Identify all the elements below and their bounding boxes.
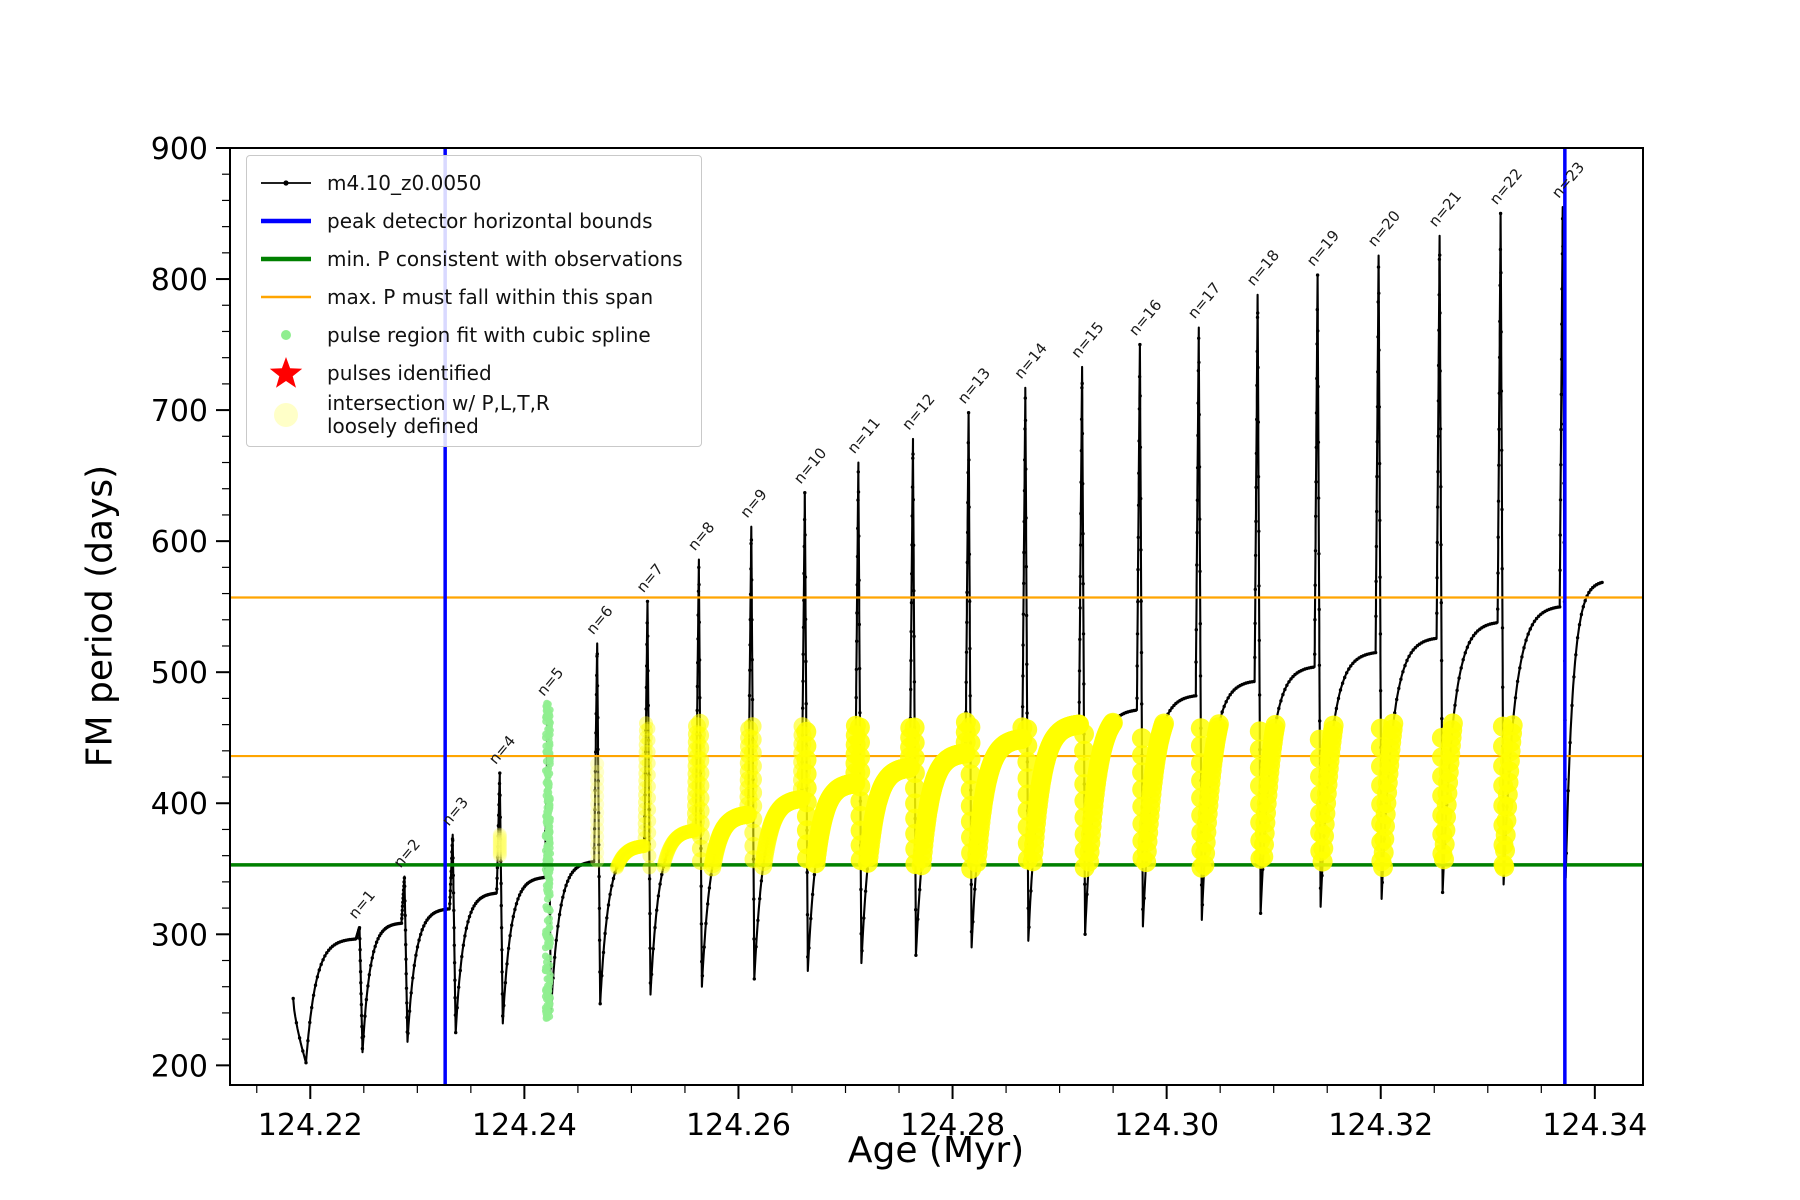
y-axis-label: FM period (days) bbox=[79, 464, 121, 768]
pulse-label: n=18 bbox=[1243, 246, 1283, 289]
y-tick-label: 500 bbox=[151, 656, 208, 691]
y-tick-label: 800 bbox=[151, 263, 208, 298]
y-tick-label: 200 bbox=[151, 1049, 208, 1084]
pulse-label: n=8 bbox=[684, 518, 718, 554]
legend-entry: m4.10_z0.0050 bbox=[257, 164, 683, 202]
legend-entry-label: pulses identified bbox=[327, 360, 492, 385]
legend-entry-label: pulse region fit with cubic spline bbox=[327, 322, 651, 347]
pulse-label: n=1 bbox=[345, 886, 379, 922]
legend-entry-label: peak detector horizontal bounds bbox=[327, 208, 653, 233]
x-tick-label: 124.32 bbox=[1328, 1108, 1433, 1143]
pulse-label: n=11 bbox=[844, 414, 884, 457]
intersection-dot-icon bbox=[257, 396, 315, 434]
legend-entry-label: intersection w/ P,L,T,R loosely defined bbox=[327, 391, 550, 438]
pulse-label: n=12 bbox=[898, 390, 938, 433]
legend-entry: min. P consistent with observations bbox=[257, 240, 683, 278]
pulse-label: n=7 bbox=[633, 560, 667, 596]
green-line-icon bbox=[257, 240, 315, 278]
x-tick-label: 124.24 bbox=[472, 1108, 577, 1143]
x-tick-label: 124.34 bbox=[1542, 1108, 1647, 1143]
pulse-label: n=4 bbox=[485, 732, 519, 768]
legend-entry: pulses identified bbox=[257, 354, 683, 392]
pulse-label: n=13 bbox=[954, 364, 994, 407]
horizontal-guide-lines bbox=[230, 596, 1643, 867]
pulse-label: n=5 bbox=[533, 664, 567, 700]
pulse-label: n=10 bbox=[790, 444, 830, 487]
x-tick-label: 124.22 bbox=[258, 1108, 363, 1143]
legend-entry-label: m4.10_z0.0050 bbox=[327, 170, 482, 195]
x-tick-label: 124.30 bbox=[1114, 1108, 1219, 1143]
pulse-label: n=21 bbox=[1425, 187, 1465, 230]
pulse-label: n=15 bbox=[1067, 318, 1107, 361]
legend-entry: intersection w/ P,L,T,R loosely defined bbox=[257, 392, 683, 438]
star-icon bbox=[257, 354, 315, 392]
spline-region-markers bbox=[541, 699, 555, 1022]
pulse-label: n=3 bbox=[438, 793, 472, 829]
legend-entry: max. P must fall within this span bbox=[257, 278, 683, 316]
legend-entry: peak detector horizontal bounds bbox=[257, 202, 683, 240]
x-tick-label: 124.28 bbox=[900, 1108, 1005, 1143]
pulse-label: n=16 bbox=[1125, 296, 1165, 339]
pulse-label: n=23 bbox=[1548, 158, 1588, 201]
pulse-label: n=14 bbox=[1011, 339, 1051, 382]
y-tick-label: 700 bbox=[151, 394, 208, 429]
legend-entry-label: max. P must fall within this span bbox=[327, 284, 654, 309]
x-axis-label: Age (Myr) bbox=[847, 1130, 1025, 1171]
legend-entry: pulse region fit with cubic spline bbox=[257, 316, 683, 354]
pulse-label: n=9 bbox=[737, 485, 771, 521]
pulse-label: n=20 bbox=[1364, 207, 1404, 250]
y-tick-label: 300 bbox=[151, 918, 208, 953]
intersection-markers bbox=[492, 712, 1523, 879]
spline-dot-icon bbox=[257, 316, 315, 354]
pulse-label: n=22 bbox=[1486, 165, 1526, 208]
pulse-label: n=19 bbox=[1303, 227, 1343, 270]
series-line-icon bbox=[257, 164, 315, 202]
y-tick-label: 600 bbox=[151, 525, 208, 560]
blue-line-icon bbox=[257, 202, 315, 240]
legend-entry-label: min. P consistent with observations bbox=[327, 246, 683, 271]
series-curve bbox=[291, 205, 1604, 1065]
pulse-label: n=6 bbox=[582, 602, 616, 638]
y-tick-label: 400 bbox=[151, 787, 208, 822]
y-tick-label: 900 bbox=[151, 132, 208, 167]
pulse-label: n=17 bbox=[1184, 279, 1224, 322]
axes-frame: 124.22 124.24 124.26 124.28 124.30 124.32 124.… bbox=[151, 132, 1648, 1143]
x-tick-label: 124.26 bbox=[686, 1108, 791, 1143]
orange-line-icon bbox=[257, 278, 315, 316]
